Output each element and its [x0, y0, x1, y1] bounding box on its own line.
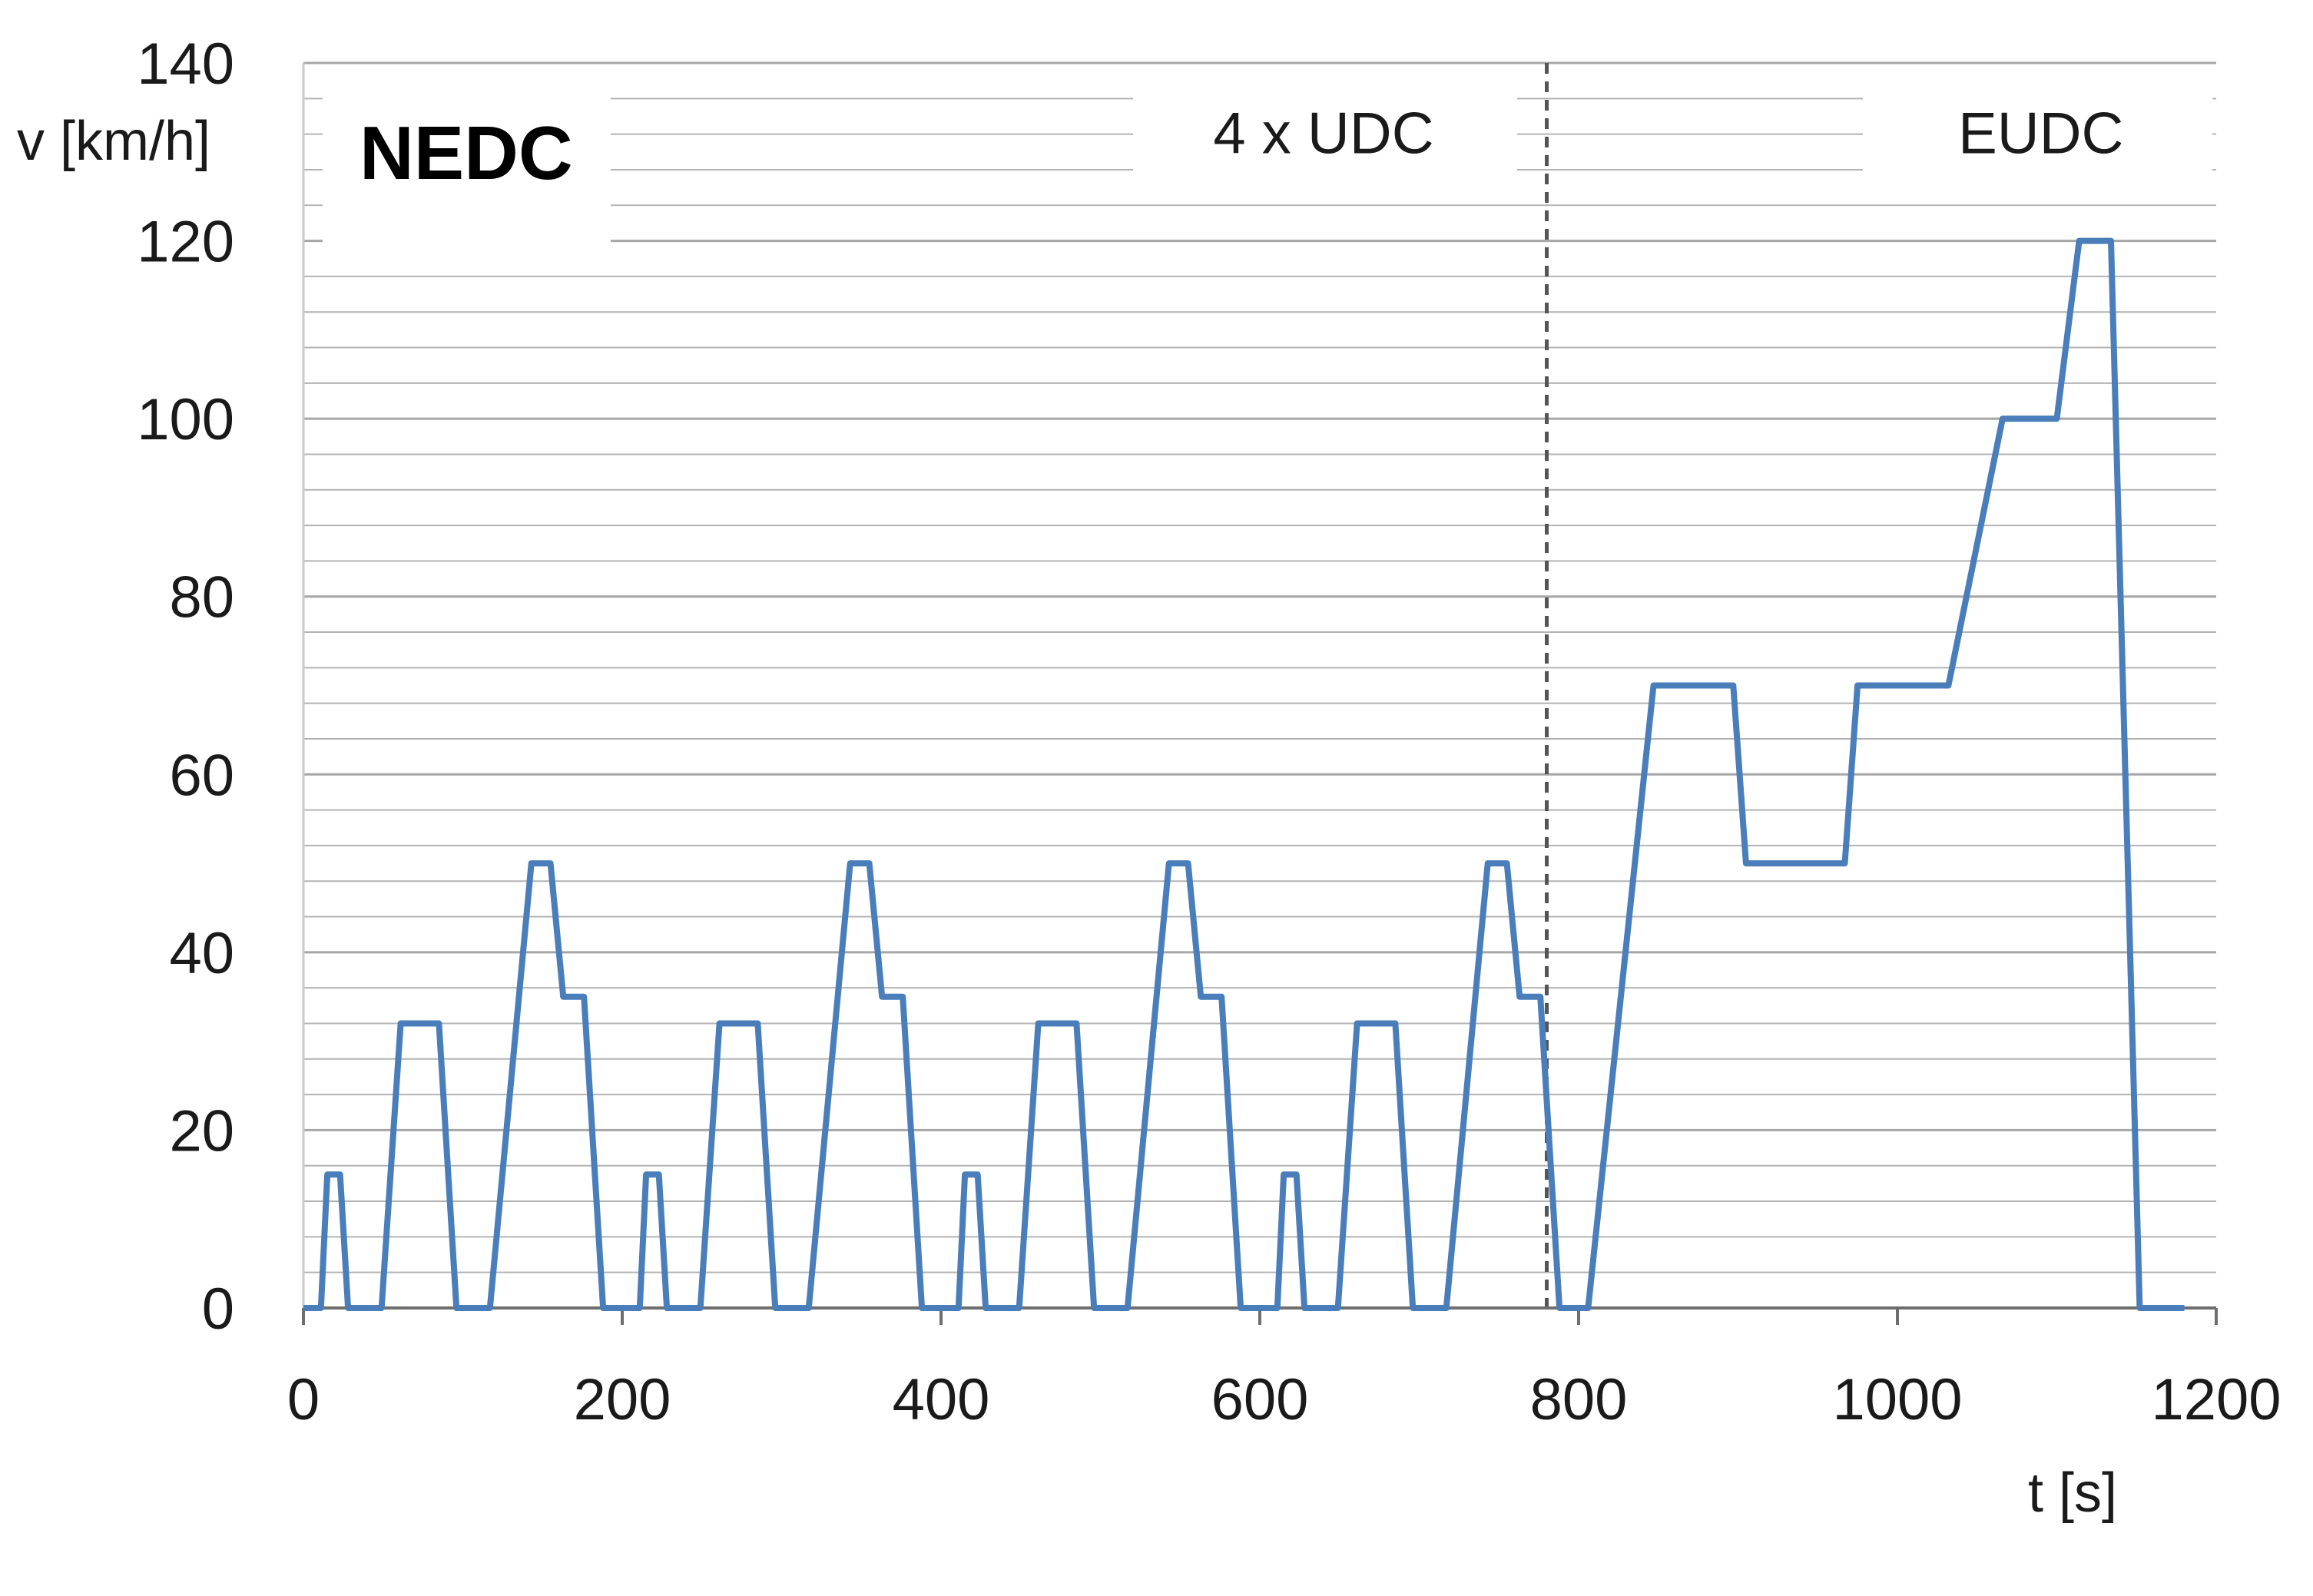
chart-title: NEDC	[360, 111, 573, 195]
x-tick-label: 0	[287, 1367, 320, 1432]
y-tick-label: 80	[169, 565, 234, 631]
title-box	[323, 92, 611, 255]
x-tick-label: 1200	[2151, 1367, 2281, 1432]
y-tick-label: 140	[137, 31, 234, 97]
series-line	[303, 237, 2185, 1311]
annotation-eudc: EUDC	[1958, 101, 2123, 167]
y-tick-label: 60	[169, 743, 234, 808]
x-tick-label: 600	[1211, 1367, 1309, 1432]
annotation-eudc-box	[1863, 73, 2212, 180]
grid	[302, 61, 2216, 1308]
y-tick-label: 40	[169, 921, 234, 986]
x-tick-label: 400	[893, 1367, 990, 1432]
annotation-udc: 4 x UDC	[1213, 101, 1433, 167]
x-tick-labels: 0 200 400 600 800 1000 1200	[287, 1367, 2282, 1432]
annotation-udc-box	[1133, 73, 1517, 180]
y-tick-label: 0	[202, 1276, 234, 1342]
x-axis-label: t [s]	[2028, 1462, 2117, 1524]
x-tick-label: 800	[1530, 1367, 1628, 1432]
y-tick-label: 20	[169, 1098, 234, 1164]
x-tick-label: 200	[574, 1367, 671, 1432]
y-axis-label: v [km/h]	[17, 111, 210, 172]
y-tick-label: 120	[137, 210, 234, 275]
y-tick-labels: 0 20 40 60 80 100 120 140	[137, 31, 234, 1342]
y-tick-label: 100	[137, 387, 234, 452]
x-tick-label: 1000	[1832, 1367, 1962, 1432]
